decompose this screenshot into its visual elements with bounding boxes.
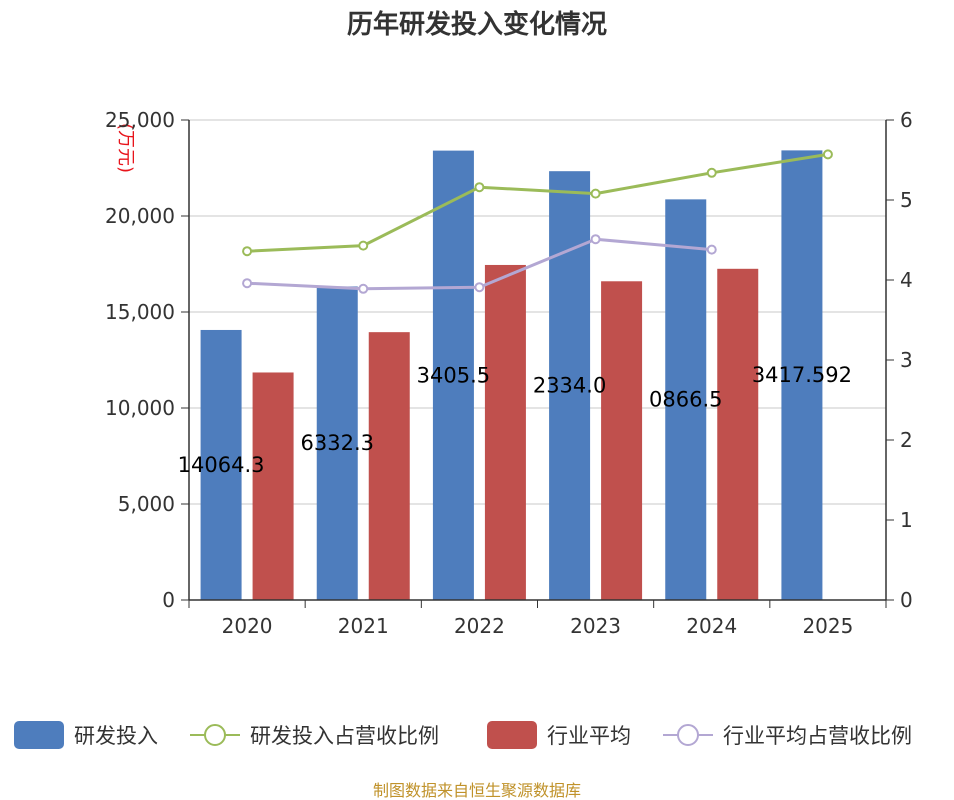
bar-value-label: 3417.592 [752,363,852,387]
bar [432,150,474,601]
legend-marker [677,724,699,746]
x-tick-label: 2021 [338,614,389,638]
lines [242,149,833,294]
y2-tick-label: 1 [900,508,913,532]
line-point [242,278,253,289]
line-point [590,234,601,245]
gridlines [189,119,886,505]
bar-value-label: 2334.0 [533,374,606,398]
line-point [706,167,717,178]
y-tick-label: 10,000 [105,396,175,420]
line-point [590,188,601,199]
y2-tick-label: 5 [900,188,913,212]
y-tick-label: 20,000 [105,204,175,228]
y2-tick-label: 6 [900,108,913,132]
chart-title: 历年研发投入变化情况 [347,9,607,40]
axes: 0 5,000 10,000 15,000 20,000 25,000 0 1 2 3 4 5 6 202… [105,108,913,638]
line-point [358,283,369,294]
line-point [822,149,833,160]
source-note: 制图数据来自恒生聚源数据库 [373,781,581,800]
y2-tick-label: 4 [900,268,913,292]
y2-tick-label: 3 [900,348,913,372]
x-tick-label: 2025 [802,614,853,638]
line-point [706,244,717,255]
bar [252,372,294,600]
legend-label: 研发投入 [74,724,158,748]
x-tick-label: 2022 [454,614,505,638]
bar [484,264,526,600]
bar-value-label: 3405.5 [417,363,490,387]
bar-value-label: 6332.3 [301,431,374,455]
y2-tick-label: 2 [900,428,913,452]
bar [717,268,759,600]
bar [200,329,242,600]
x-tick-label: 2023 [570,614,621,638]
y-tick-label: 0 [162,588,175,612]
line-point [474,282,485,293]
y-tick-label: 25,000 [105,108,175,132]
bars [200,150,823,601]
bar-labels: 14064.3 6332.3 3405.5 2334.0 0866.5 3417.592 [178,363,852,477]
bar [549,171,591,600]
line-point [358,240,369,251]
y-axis-unit: (万元) [115,123,136,173]
line-point [474,182,485,193]
series-line [247,152,829,253]
x-tick-label: 2024 [686,614,737,638]
bar [601,281,643,600]
legend-label: 研发投入占营收比例 [250,724,439,748]
legend-label: 行业平均占营收比例 [723,724,912,748]
legend-swatch [487,721,537,749]
legend-swatch [14,721,64,749]
bar [368,332,410,600]
line-point [242,246,253,257]
x-tick-label: 2020 [222,614,273,638]
y-tick-label: 5,000 [118,492,175,516]
legend-marker [204,724,226,746]
bar [665,199,707,600]
legend[interactable]: 研发投入 研发投入占营收比例 行业平均 行业平均占营收比例 [14,721,912,749]
bar [316,286,358,600]
y2-tick-label: 0 [900,588,913,612]
y-tick-label: 15,000 [105,300,175,324]
bar-value-label: 0866.5 [649,388,722,412]
bar [781,150,823,600]
legend-label: 行业平均 [547,724,631,748]
bar-value-label: 14064.3 [178,453,265,477]
